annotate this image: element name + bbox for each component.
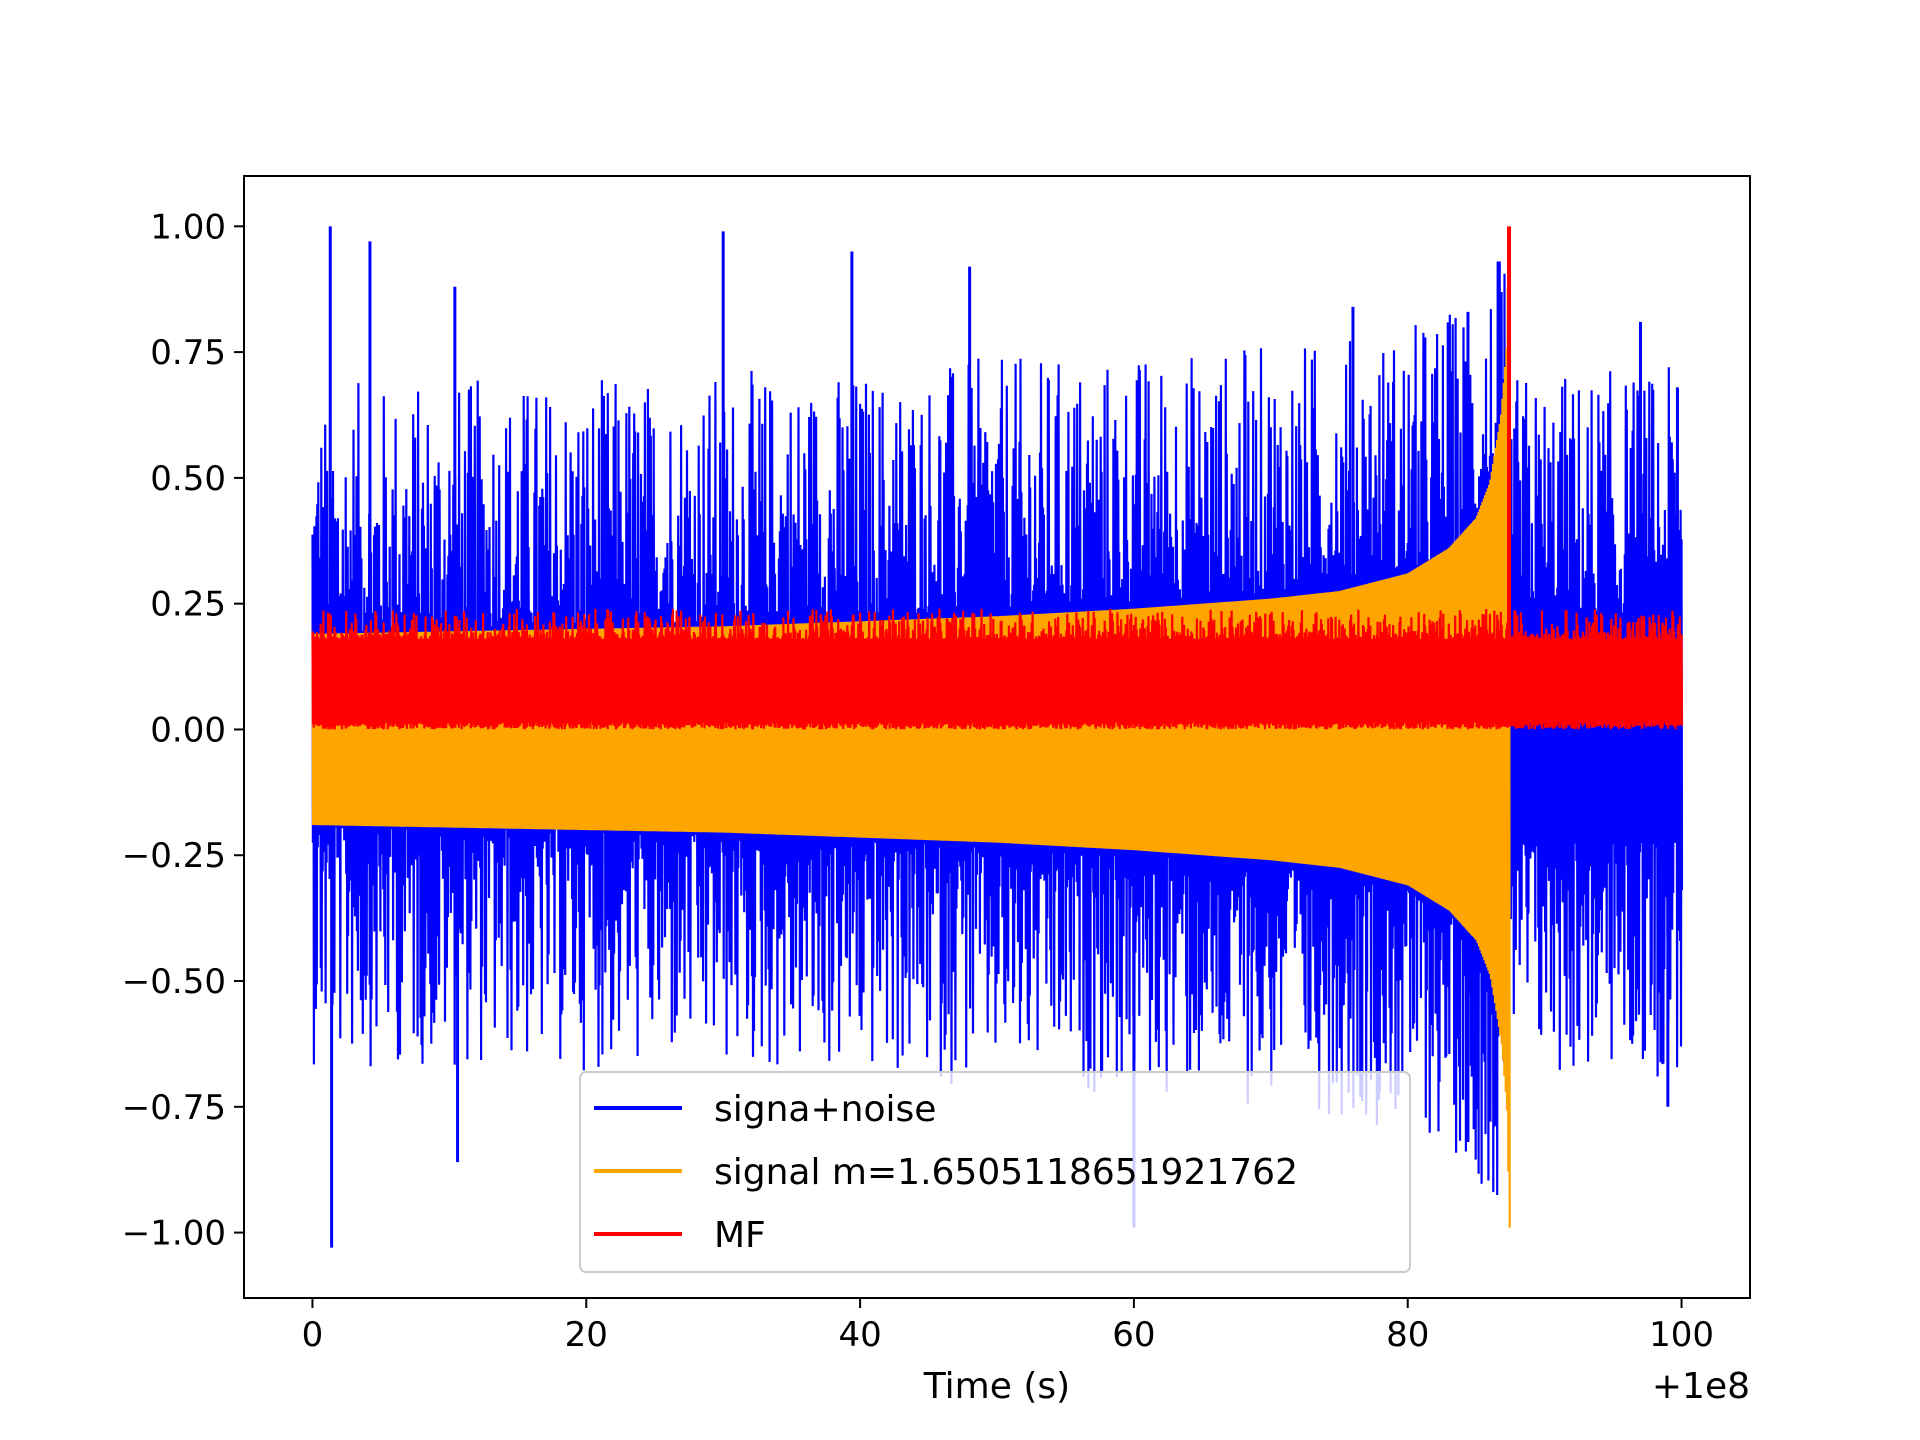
y-tick-label: 0.75 bbox=[150, 333, 226, 373]
x-tick-label: 0 bbox=[302, 1315, 324, 1355]
x-tick-label: 60 bbox=[1112, 1315, 1155, 1355]
y-tick-label: −1.00 bbox=[122, 1214, 226, 1254]
y-tick-label: 0.50 bbox=[150, 459, 226, 499]
x-axis-title: Time (s) bbox=[923, 1366, 1070, 1407]
y-tick-label: 0.00 bbox=[150, 710, 226, 750]
x-tick-label: 100 bbox=[1649, 1315, 1714, 1355]
y-axis: 1.00 0.75 0.50 0.25 0.00 −0.25 −0.50 −0.75 −1.00 bbox=[122, 207, 244, 1254]
x-axis: 0 20 40 60 80 100 bbox=[302, 1298, 1714, 1355]
legend-label: MF bbox=[714, 1215, 766, 1256]
plot-area bbox=[311, 226, 1684, 1248]
legend-box bbox=[579, 1071, 1411, 1273]
x-tick-label: 40 bbox=[838, 1315, 881, 1355]
series-mf-line bbox=[311, 608, 1684, 730]
y-tick-label: −0.50 bbox=[122, 962, 226, 1002]
y-tick-label: 1.00 bbox=[150, 207, 226, 247]
y-tick-label: 0.25 bbox=[150, 585, 226, 625]
legend-label: signal m=1.6505118651921762 bbox=[714, 1152, 1298, 1193]
axes-frame bbox=[243, 175, 1751, 1299]
y-tick-label: −0.25 bbox=[122, 836, 226, 876]
legend-label: signa+noise bbox=[714, 1089, 936, 1130]
x-tick-label: 20 bbox=[565, 1315, 608, 1355]
x-tick-label: 80 bbox=[1386, 1315, 1429, 1355]
x-axis-offset-text: +1e8 bbox=[1652, 1366, 1750, 1407]
y-tick-label: −0.75 bbox=[122, 1088, 226, 1128]
legend: signa+noise signal m=1.6505118651921762 MF bbox=[579, 1071, 1411, 1273]
